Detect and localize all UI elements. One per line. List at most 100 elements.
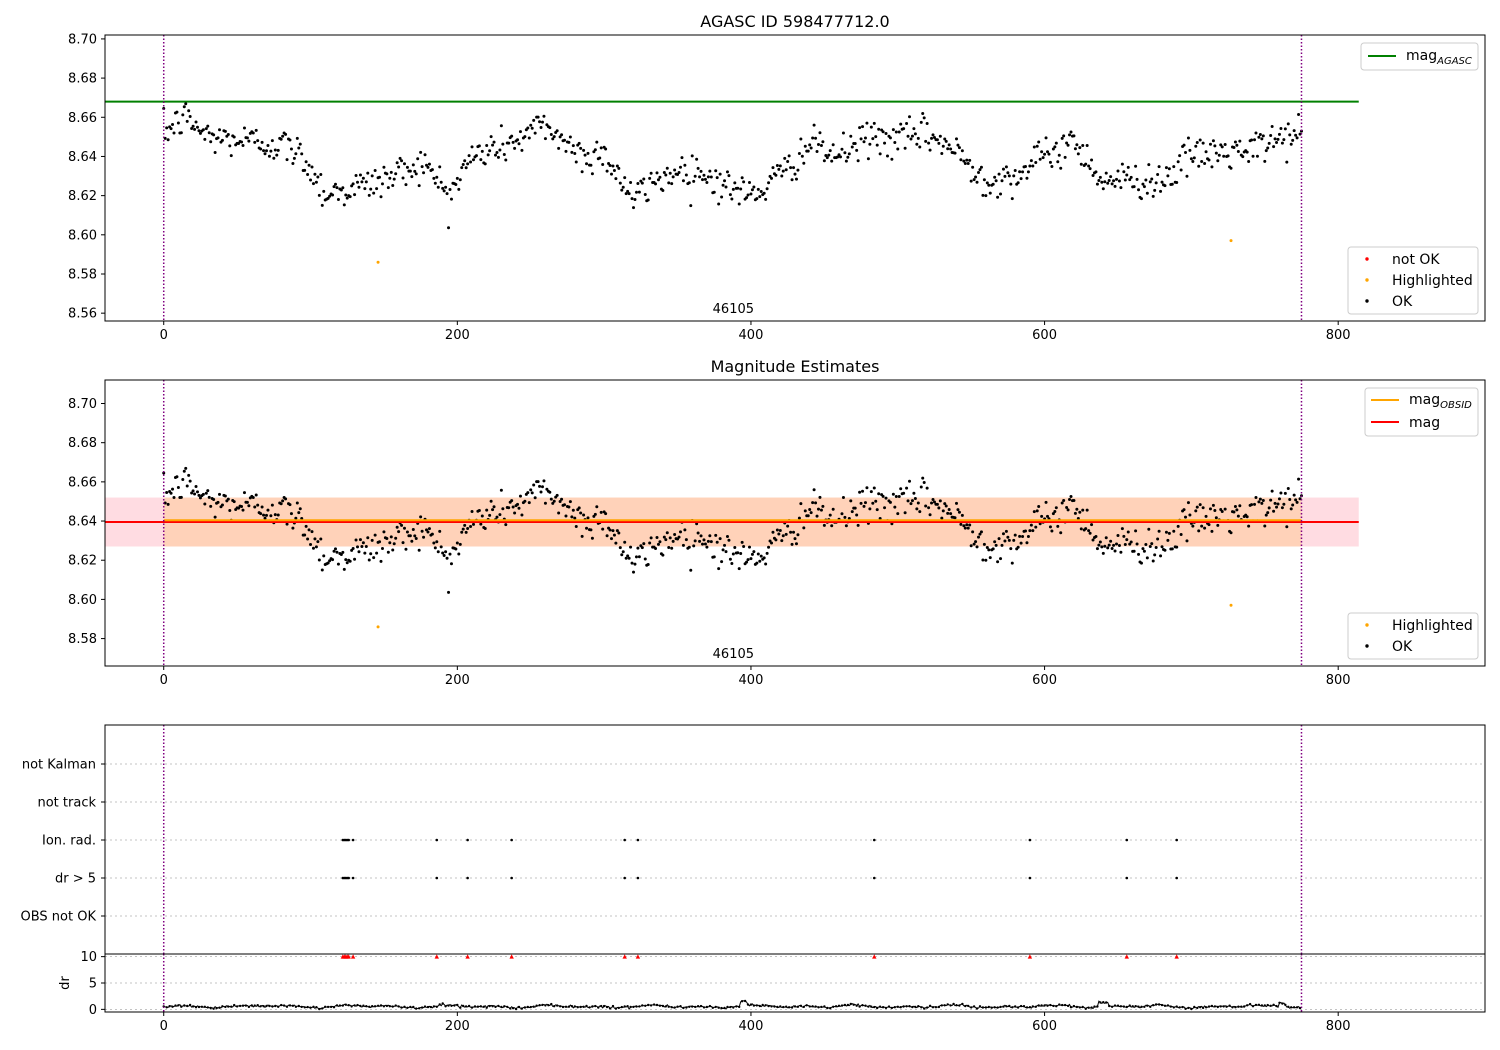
data-point-ok	[819, 143, 823, 147]
data-point-ok	[941, 509, 945, 513]
data-point-ok	[959, 158, 963, 162]
dr-series-point	[984, 1006, 988, 1009]
data-point-ok	[195, 125, 199, 129]
data-point-ok	[276, 148, 280, 152]
data-point-ok	[636, 181, 640, 185]
dr-series-point	[878, 1005, 882, 1008]
data-point-ok	[1119, 186, 1123, 190]
dr-series-point	[755, 1004, 758, 1007]
data-point-ok	[1275, 505, 1279, 509]
data-point-ok	[166, 502, 170, 506]
data-point-ok	[668, 171, 672, 175]
data-point-ok	[918, 510, 922, 514]
data-point-ok	[762, 191, 766, 195]
data-point-ok	[447, 226, 451, 230]
dr-series-point	[388, 1005, 391, 1008]
data-point-ok	[727, 538, 731, 542]
data-point-ok	[695, 157, 699, 161]
data-point-ok	[742, 180, 746, 184]
dr-series-point	[829, 1007, 832, 1010]
data-point-ok	[844, 159, 848, 163]
data-point-ok	[1134, 529, 1138, 533]
data-point-ok	[808, 143, 812, 147]
dr-series-point	[952, 1002, 955, 1006]
dr-series-point	[579, 1005, 582, 1009]
data-point-ok	[564, 149, 568, 153]
data-point-ok	[755, 197, 759, 201]
data-point-ok	[542, 479, 546, 483]
data-point-ok	[1164, 166, 1168, 170]
data-point-ok	[878, 152, 882, 156]
data-point-ok	[516, 138, 520, 142]
y-tick-label: 8.70	[68, 397, 97, 412]
data-point-ok	[712, 190, 716, 194]
data-point-ok	[712, 555, 716, 559]
data-point-ok	[1294, 498, 1298, 502]
dr-series-point	[1061, 1003, 1064, 1007]
data-point-ok	[264, 513, 268, 517]
flag-point-dr-5	[1175, 876, 1179, 880]
data-point-ok	[885, 154, 889, 158]
data-point-ok	[654, 546, 658, 550]
data-point-ok	[419, 150, 423, 154]
data-point-ok	[179, 495, 183, 499]
data-point-ok	[310, 530, 314, 534]
dr-series-point	[1216, 1005, 1220, 1009]
dr-series-point	[238, 1004, 242, 1008]
data-point-ok	[774, 538, 778, 542]
dr-series-point	[391, 1005, 394, 1008]
data-point-ok	[498, 513, 502, 517]
data-point-ok	[894, 130, 898, 134]
data-point-ok	[630, 197, 634, 201]
dr-series-point	[535, 1004, 538, 1007]
data-point-ok	[1232, 510, 1236, 514]
legend-label-highlighted: Highlighted	[1392, 618, 1473, 634]
data-point-ok	[496, 155, 500, 159]
data-point-ok	[994, 179, 998, 183]
data-point-ok	[642, 542, 646, 546]
data-point-ok	[831, 507, 835, 511]
dr-series-point	[1210, 1004, 1214, 1008]
data-point-ok	[251, 496, 255, 500]
data-point-ok	[187, 473, 191, 477]
data-point-ok	[786, 524, 790, 528]
data-point-ok	[971, 530, 975, 534]
data-point-ok	[269, 514, 273, 518]
data-point-ok	[1279, 126, 1283, 130]
data-point-ok	[425, 163, 429, 167]
data-point-ok	[812, 488, 816, 492]
data-point-ok	[759, 554, 763, 558]
data-point-ok	[893, 141, 897, 145]
data-point-ok	[1117, 179, 1121, 183]
data-point-ok	[536, 480, 540, 484]
data-point-ok	[1188, 513, 1192, 517]
data-point-ok	[812, 123, 816, 127]
dr-exceed-marker	[1174, 954, 1179, 959]
data-point-ok	[1122, 170, 1126, 174]
data-point-ok	[454, 182, 458, 186]
data-point-ok	[615, 164, 619, 168]
data-point-ok	[843, 151, 847, 155]
data-point-ok	[982, 542, 986, 546]
data-point-ok	[426, 530, 430, 534]
data-point-ok	[1065, 506, 1069, 510]
data-point-ok	[855, 148, 859, 152]
data-point-ok	[1270, 489, 1274, 493]
data-point-ok	[799, 502, 803, 506]
data-point-ok	[930, 136, 934, 140]
data-point-ok	[433, 181, 437, 185]
data-point-ok	[1034, 525, 1038, 529]
data-point-ok	[925, 486, 929, 490]
data-point-ok	[1141, 182, 1145, 186]
data-point-ok	[775, 163, 779, 167]
data-point-ok	[849, 499, 853, 503]
dr-exceed-marker	[434, 954, 439, 959]
data-point-ok	[664, 538, 668, 542]
data-point-ok	[284, 497, 288, 501]
data-point-ok	[991, 547, 995, 551]
data-point-ok	[872, 486, 876, 490]
data-point-ok	[416, 157, 420, 161]
data-point-ok	[655, 171, 659, 175]
data-point-ok	[965, 158, 969, 162]
